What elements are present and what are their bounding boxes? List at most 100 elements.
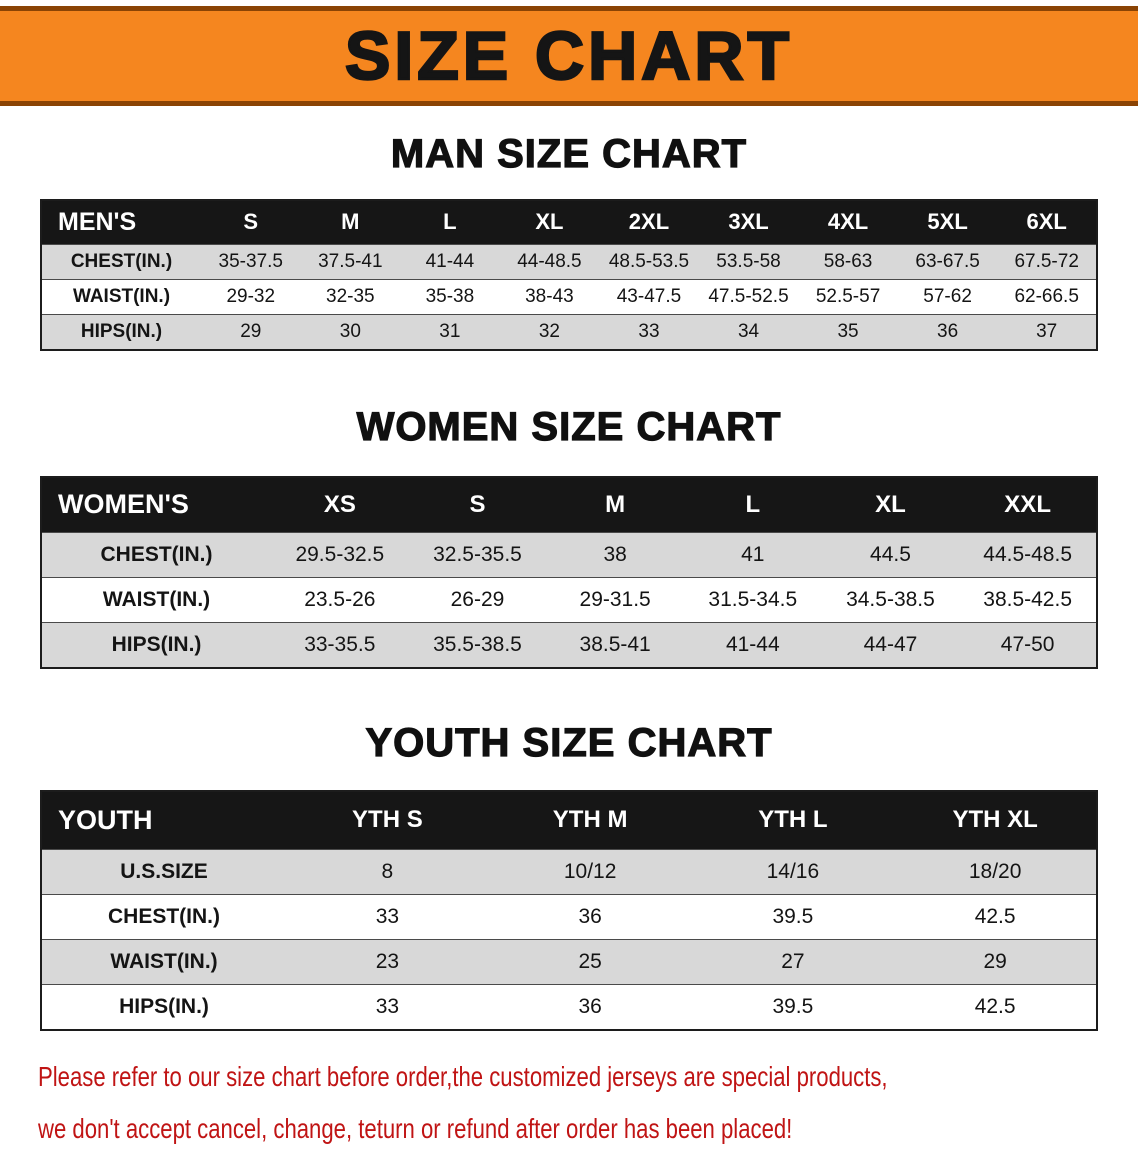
- measurement-label: HIPS(IN.): [111, 633, 202, 656]
- size-column-header: YTH L: [691, 791, 895, 849]
- size-chart-banner: SIZE CHART: [0, 6, 1138, 106]
- size-value: 36: [937, 320, 959, 342]
- table-row: U.S.SIZE 8 10/12 14/16 18/20: [41, 849, 1097, 894]
- size-value: 31.5-34.5: [708, 588, 798, 611]
- size-column-header: 2XL: [599, 200, 699, 244]
- size-value: 29.5-32.5: [295, 543, 385, 566]
- size-value: 38-43: [525, 285, 574, 307]
- youth-size-table: YOUTH YTH S YTH M YTH L YTH XL U.S.SIZE 8 10/12…: [40, 790, 1098, 1031]
- women-section-heading: WOMEN SIZE CHART: [356, 404, 782, 449]
- size-value: 41: [741, 543, 765, 566]
- size-column-header: 4XL: [798, 200, 898, 244]
- size-value: 53.5-58: [716, 250, 781, 272]
- size-value: 58-63: [823, 250, 873, 272]
- table-row: HIPS(IN.) 29 30 31 32 33 34 35 36 37: [41, 314, 1097, 350]
- youth-size-chart-section: YOUTH SIZE CHART YOUTH YTH S YTH M YTH L YTH…: [0, 720, 1138, 1031]
- size-value: 38: [603, 543, 627, 566]
- table-row: CHEST(IN.) 33 36 39.5 42.5: [41, 894, 1097, 939]
- table-corner-label: YOUTH: [41, 791, 286, 849]
- size-column-header: 6XL: [997, 200, 1097, 244]
- size-column-header: YTH XL: [894, 791, 1097, 849]
- size-column-header: S: [408, 476, 547, 533]
- size-value: 32: [538, 320, 560, 342]
- size-column-header: L: [400, 200, 500, 244]
- measurement-label: WAIST(IN.): [72, 285, 171, 307]
- size-column-header: 3XL: [698, 200, 799, 244]
- size-column-header: YTH S: [286, 791, 489, 849]
- size-value: 57-62: [923, 285, 972, 307]
- size-value: 44-48.5: [517, 250, 582, 272]
- size-value: 39.5: [772, 994, 814, 1018]
- disclaimer-note: Please refer to our size chart before or…: [38, 1057, 1108, 1150]
- size-value: 37.5-41: [318, 250, 383, 272]
- size-value: 42.5: [974, 904, 1016, 928]
- size-column-header: XXL: [959, 476, 1097, 533]
- size-value: 29-32: [226, 285, 276, 307]
- size-value: 47.5-52.5: [708, 285, 789, 307]
- size-value: 33: [638, 320, 660, 342]
- size-value: 43-47.5: [616, 285, 682, 307]
- size-column-header: XL: [499, 200, 600, 244]
- size-value: 36: [578, 904, 602, 928]
- size-value: 36: [578, 994, 602, 1018]
- size-value: 32.5-35.5: [433, 543, 522, 566]
- women-size-chart-section: WOMEN SIZE CHART WOMEN'S XS S M L XL XXL CHEST(…: [0, 404, 1138, 669]
- size-column-header: M: [300, 200, 401, 244]
- size-value: 35: [837, 320, 859, 342]
- table-corner-label: MEN'S: [41, 200, 201, 244]
- table-row: WAIST(IN.) 23 25 27 29: [41, 939, 1097, 984]
- table-row: WAIST(IN.) 29-32 32-35 35-38 38-43 43-47.5 47.…: [41, 279, 1097, 314]
- size-value: 42.5: [974, 994, 1016, 1018]
- size-value: 29: [983, 949, 1007, 973]
- men-size-chart-section: MAN SIZE CHART MEN'S S M L XL 2XL 3XL 4XL 5XL 6XL…: [0, 131, 1138, 351]
- size-value: 39.5: [772, 904, 814, 928]
- size-value: 37: [1036, 320, 1058, 342]
- size-value: 23.5-26: [304, 588, 376, 611]
- size-value: 34: [737, 320, 760, 342]
- size-column-header: M: [546, 476, 684, 533]
- size-value: 62-66.5: [1014, 285, 1079, 307]
- table-corner-label: WOMEN'S: [41, 476, 271, 533]
- table-row: HIPS(IN.) 33 36 39.5 42.5: [41, 984, 1097, 1030]
- size-value: 10/12: [563, 859, 617, 883]
- women-size-table: WOMEN'S XS S M L XL XXL CHEST(IN.) 29.5-32.5 32.5…: [40, 475, 1098, 669]
- table-header-row: YOUTH YTH S YTH M YTH L YTH XL: [41, 791, 1097, 849]
- size-value: 63-67.5: [915, 250, 980, 272]
- size-value: 47-50: [1000, 633, 1055, 656]
- banner-title: SIZE CHART: [344, 17, 793, 96]
- table-header-row: MEN'S S M L XL 2XL 3XL 4XL 5XL 6XL: [41, 200, 1097, 244]
- size-value: 38.5-41: [579, 633, 651, 656]
- size-value: 35-37.5: [218, 250, 283, 272]
- size-value: 52.5-57: [815, 285, 881, 307]
- measurement-label: HIPS(IN.): [119, 994, 209, 1018]
- size-value: 27: [781, 949, 805, 973]
- size-value: 33: [375, 904, 400, 928]
- size-column-header: YTH M: [488, 791, 692, 849]
- measurement-label: WAIST(IN.): [110, 949, 218, 973]
- size-value: 31: [439, 320, 461, 342]
- size-value: 26-29: [450, 588, 505, 611]
- size-value: 30: [339, 320, 361, 342]
- size-column-header: XL: [821, 476, 960, 533]
- size-column-header: L: [683, 476, 822, 533]
- measurement-label: CHEST(IN.): [100, 543, 213, 566]
- table-row: WAIST(IN.) 23.5-26 26-29 29-31.5 31.5-34.5 34…: [41, 577, 1097, 623]
- table-row: CHEST(IN.) 29.5-32.5 32.5-35.5 38 41 44.5 44.5…: [41, 532, 1097, 578]
- men-size-table: MEN'S S M L XL 2XL 3XL 4XL 5XL 6XL CHEST(IN.) 35-37…: [40, 199, 1098, 351]
- size-value: 35.5-38.5: [433, 633, 522, 656]
- size-value: 41-44: [725, 633, 780, 656]
- size-value: 44.5-48.5: [983, 543, 1073, 566]
- measurement-label: WAIST(IN.): [102, 588, 211, 611]
- table-row: CHEST(IN.) 35-37.5 37.5-41 41-44 44-48.5 48.5…: [41, 244, 1097, 279]
- size-value: 8: [381, 859, 394, 883]
- size-value: 33-35.5: [304, 633, 376, 656]
- size-value: 29: [240, 320, 262, 342]
- table-row: HIPS(IN.) 33-35.5 35.5-38.5 38.5-41 41-44 44-…: [41, 622, 1097, 668]
- disclaimer-line-2: we don't accept cancel, change, teturn o…: [38, 1113, 793, 1145]
- disclaimer-line-1: Please refer to our size chart before or…: [38, 1060, 888, 1092]
- size-value: 33: [375, 994, 400, 1018]
- size-value: 44.5: [870, 543, 911, 566]
- size-value: 67.5-72: [1014, 250, 1079, 272]
- measurement-label: CHEST(IN.): [70, 250, 173, 272]
- size-value: 34.5-38.5: [846, 588, 935, 611]
